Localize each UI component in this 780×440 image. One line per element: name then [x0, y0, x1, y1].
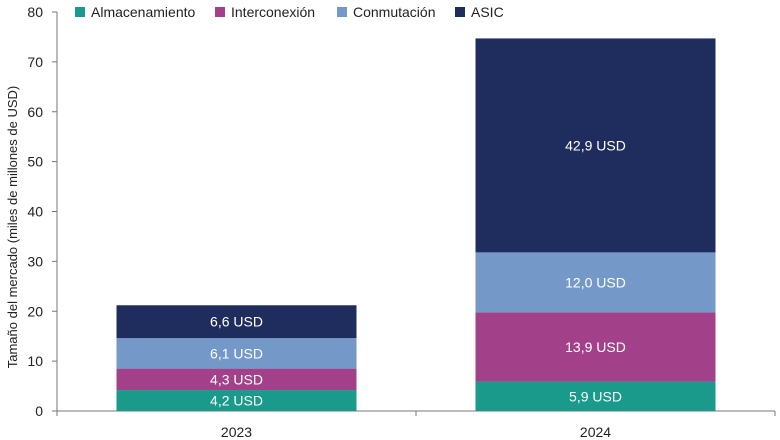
legend-label: Almacenamiento — [91, 4, 195, 20]
y-tick-label: 70 — [27, 54, 43, 70]
bar-data-label: 4,3 USD — [210, 371, 263, 387]
x-tick-label: 2023 — [221, 424, 252, 440]
y-tick-label: 50 — [27, 154, 43, 170]
y-tick-label: 80 — [27, 4, 43, 20]
bar-segment — [475, 312, 716, 382]
bar-segment — [116, 338, 357, 369]
bar-data-label: 6,1 USD — [210, 345, 263, 361]
bar-segment — [475, 38, 716, 253]
legend-swatch — [337, 7, 347, 17]
bar-data-label: 6,6 USD — [210, 314, 263, 330]
legend-swatch — [455, 7, 465, 17]
y-axis-label: Tamaño del mercado (miles de millones de… — [5, 86, 20, 369]
bar-segment — [475, 381, 716, 411]
legend-label: Interconexión — [231, 4, 315, 20]
x-tick-label: 2024 — [580, 424, 611, 440]
bar-segment — [475, 252, 716, 313]
bar-segment — [116, 305, 357, 339]
y-tick-label: 40 — [27, 204, 43, 220]
legend-label: ASIC — [471, 4, 504, 20]
bar-data-label: 12,0 USD — [565, 274, 626, 290]
x-axis: 2023 2024 — [56, 410, 776, 440]
y-tick-label: 20 — [27, 303, 43, 319]
bar-segment — [116, 390, 357, 411]
y-tick-label: 30 — [27, 253, 43, 269]
bar-data-label: 4,2 USD — [210, 393, 263, 409]
bar-data-label: 5,9 USD — [569, 388, 622, 404]
y-tick-label: 0 — [35, 403, 43, 419]
legend-swatch — [215, 7, 225, 17]
bar-data-label: 42,9 USD — [565, 137, 626, 153]
y-axis: 0 10 20 30 40 50 60 70 80 — [27, 4, 58, 419]
y-tick-label: 10 — [27, 353, 43, 369]
bars: 4,2 USD 4,3 USD 6,1 USD 6,6 USD 5,9 USD 13,9 … — [116, 38, 716, 411]
bar-segment — [116, 368, 357, 391]
y-tick-label: 60 — [27, 104, 43, 120]
legend: Almacenamiento Interconexión Conmutación AS… — [75, 4, 504, 20]
legend-swatch — [75, 7, 85, 17]
legend-label: Conmutación — [353, 4, 436, 20]
bar-data-label: 13,9 USD — [565, 339, 626, 355]
